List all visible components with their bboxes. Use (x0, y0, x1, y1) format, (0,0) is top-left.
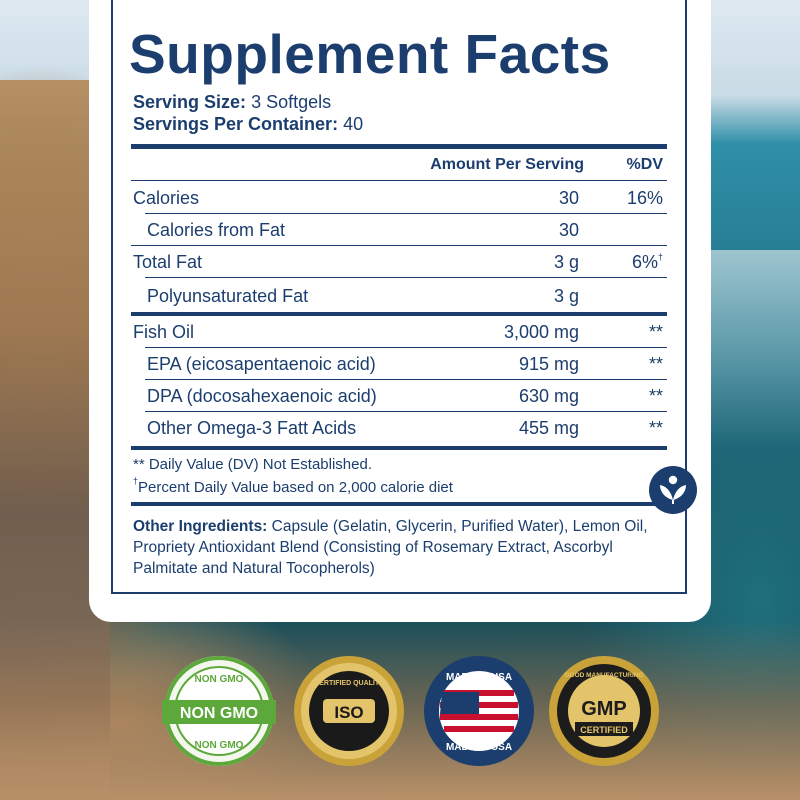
nutrient-amount: 3,000 mg (503, 322, 579, 342)
nutrient-amount: 30 (558, 188, 579, 208)
header-divider (131, 180, 667, 181)
iso-ring-text: CERTIFIED QUALITY (314, 680, 384, 687)
row-divider (145, 379, 667, 380)
nutrient-name: Other Omega-3 Fatt Acids (147, 418, 357, 438)
leaf-icon (649, 466, 697, 514)
non-gmo-badge: NON GMO NON GMO NON GMO (160, 652, 278, 770)
nutrient-amount: 30 (558, 220, 579, 240)
nutrient-row: Fish Oil 3,000 mg ** (131, 316, 667, 348)
thick-divider (131, 144, 667, 149)
dagger-mark: † (657, 252, 663, 262)
servings-per-container: Servings Per Container: 40 (133, 114, 363, 135)
nutrient-row: Other Omega-3 Fatt Acids 455 mg ** (131, 412, 667, 444)
non-gmo-banner-text: NON GMO (180, 705, 258, 722)
row-divider (145, 213, 667, 214)
row-divider (131, 245, 667, 246)
gmp-badge: GOOD MANUFACTURING GMP CERTIFIED (545, 652, 663, 770)
row-divider (145, 347, 667, 348)
thick-divider (131, 502, 667, 506)
dagger-mark: † (133, 476, 139, 486)
nutrient-row: Calories 30 16% (131, 182, 667, 214)
nutrient-dv: 16% (626, 188, 663, 208)
panel-title: Supplement Facts (129, 23, 611, 85)
nutrient-name: Calories from Fat (147, 220, 286, 240)
nutrient-amount: 915 mg (518, 354, 579, 374)
footnote-percent-dv-text: Percent Daily Value based on 2,000 calor… (138, 479, 453, 496)
non-gmo-ring-text-bottom: NON GMO (195, 740, 244, 751)
thick-divider (131, 312, 667, 316)
nutrient-name: DPA (docosahexaenoic acid) (147, 386, 377, 406)
other-ingredients-text: Capsule (Gelatin, Glycerin, Purified Wat… (133, 518, 648, 577)
footnote-percent-dv: †Percent Daily Value based on 2,000 calo… (133, 476, 453, 496)
nutrient-dv: 6%† (632, 252, 663, 273)
servings-per-container-value: 40 (343, 114, 364, 134)
usa-top-text: MADE IN USA (446, 672, 512, 683)
column-header-amount: Amount Per Serving (430, 156, 584, 173)
gmp-ring-text: GOOD MANUFACTURING (564, 672, 643, 679)
nutrient-amount: 455 mg (518, 418, 579, 438)
nutrient-row: EPA (eicosapentaenoic acid) 915 mg ** (131, 348, 667, 380)
nutrient-name: EPA (eicosapentaenoic acid) (147, 354, 376, 374)
nutrient-name: Total Fat (133, 252, 203, 272)
other-ingredients-label: Other Ingredients: (133, 518, 268, 535)
nutrient-dv: ** (648, 354, 663, 374)
thick-divider (131, 446, 667, 450)
nutrient-amount: 3 g (553, 252, 579, 272)
nutrient-row: Polyunsaturated Fat 3 g (131, 280, 667, 312)
nutrient-row: DPA (docosahexaenoic acid) 630 mg ** (131, 380, 667, 412)
other-ingredients: Other Ingredients: Capsule (Gelatin, Gly… (133, 516, 673, 579)
nutrient-name: Calories (133, 188, 200, 208)
background-sea-foam (705, 250, 800, 450)
iso-badge: CERTIFIED QUALITY ISO (290, 652, 408, 770)
nutrient-amount: 3 g (553, 286, 579, 306)
dv-value: 6% (631, 252, 658, 272)
non-gmo-ring-text: NON GMO (195, 674, 244, 685)
servings-per-container-label: Servings Per Container: (133, 114, 339, 134)
supplement-facts-card: Supplement Facts Serving Size: 3 Softgel… (89, 0, 711, 622)
row-divider (145, 411, 667, 412)
usa-bottom-text: MADE IN USA (446, 742, 512, 753)
nutrient-dv: ** (648, 386, 663, 406)
footnote-dv-not-established: ** Daily Value (DV) Not Established. (133, 456, 372, 473)
nutrient-amount: 630 mg (518, 386, 579, 406)
made-in-usa-badge: MADE IN USA MADE IN USA (420, 652, 538, 770)
nutrient-dv: ** (648, 418, 663, 438)
column-header-dv: %DV (626, 156, 663, 173)
nutrient-row: Total Fat 3 g 6%† (131, 246, 667, 278)
supplement-facts-panel: Supplement Facts Serving Size: 3 Softgel… (111, 0, 697, 594)
gmp-center-text: GMP (581, 698, 627, 720)
serving-size-label: Serving Size: (133, 92, 247, 112)
iso-center-text: ISO (334, 703, 363, 722)
serving-size: Serving Size: 3 Softgels (133, 92, 331, 113)
row-divider (145, 277, 667, 278)
nutrient-dv: ** (648, 322, 663, 342)
serving-size-value: 3 Softgels (251, 92, 332, 112)
nutrient-name: Fish Oil (133, 322, 195, 342)
nutrient-row: Calories from Fat 30 (131, 214, 667, 246)
gmp-banner-text: CERTIFIED (580, 725, 628, 735)
nutrient-name: Polyunsaturated Fat (147, 286, 309, 306)
